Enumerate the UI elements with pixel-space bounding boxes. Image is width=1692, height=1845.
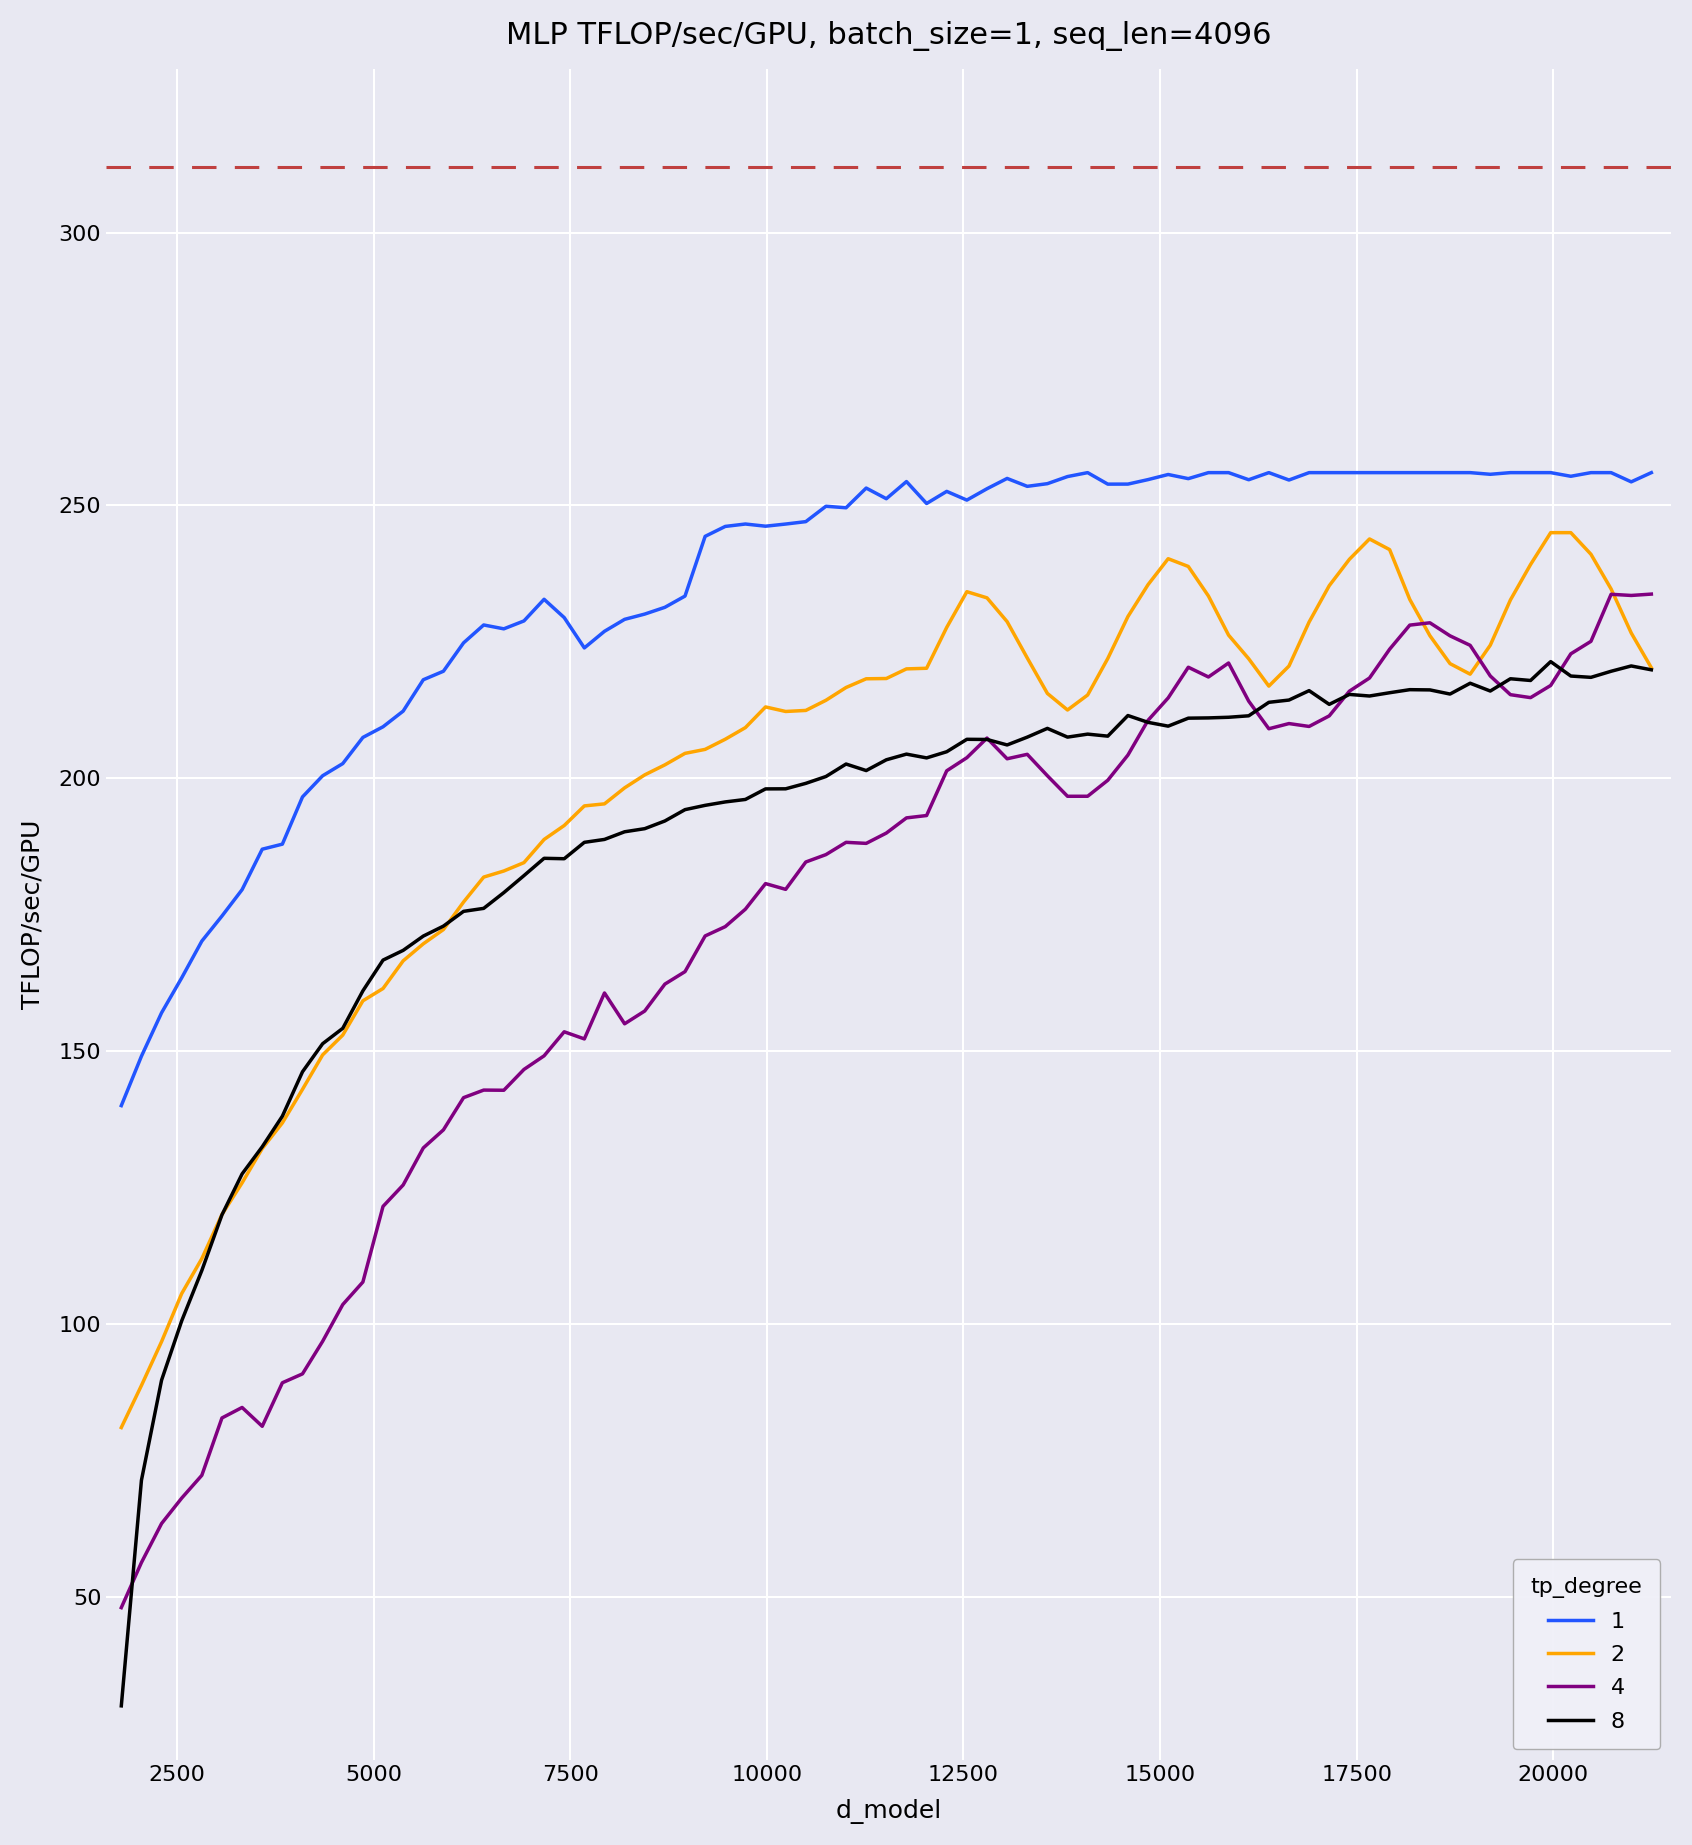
1 xyxy=(1641,461,1662,483)
1 xyxy=(112,1094,132,1116)
Line: 2: 2 xyxy=(122,533,1651,1428)
2 xyxy=(736,716,756,738)
2 xyxy=(1540,522,1560,544)
8 xyxy=(634,817,655,839)
2 xyxy=(775,701,795,723)
4 xyxy=(112,1596,132,1618)
4 xyxy=(736,899,756,921)
4 xyxy=(634,1000,655,1022)
1 xyxy=(736,513,756,535)
4 xyxy=(614,1013,634,1035)
1 xyxy=(1078,461,1098,483)
Legend: 1, 2, 4, 8: 1, 2, 4, 8 xyxy=(1513,1559,1660,1749)
8 xyxy=(736,788,756,810)
8 xyxy=(1540,651,1560,673)
Title: MLP TFLOP/sec/GPU, batch_size=1, seq_len=4096: MLP TFLOP/sec/GPU, batch_size=1, seq_len… xyxy=(506,20,1271,52)
8 xyxy=(413,924,433,946)
Line: 4: 4 xyxy=(122,594,1651,1607)
2 xyxy=(956,581,976,603)
2 xyxy=(1641,657,1662,679)
4 xyxy=(1641,583,1662,605)
8 xyxy=(1641,659,1662,681)
4 xyxy=(775,878,795,900)
1 xyxy=(614,609,634,631)
Line: 8: 8 xyxy=(122,662,1651,1707)
1 xyxy=(956,489,976,511)
Y-axis label: TFLOP/sec/GPU: TFLOP/sec/GPU xyxy=(20,819,44,1009)
1 xyxy=(634,603,655,625)
2 xyxy=(614,777,634,799)
4 xyxy=(413,1137,433,1159)
8 xyxy=(956,729,976,751)
2 xyxy=(112,1417,132,1439)
1 xyxy=(775,513,795,535)
2 xyxy=(413,934,433,956)
4 xyxy=(956,747,976,769)
8 xyxy=(775,779,795,801)
8 xyxy=(112,1696,132,1718)
8 xyxy=(614,821,634,843)
2 xyxy=(634,764,655,786)
1 xyxy=(413,668,433,690)
X-axis label: d_model: d_model xyxy=(836,1799,942,1825)
Line: 1: 1 xyxy=(122,472,1651,1105)
